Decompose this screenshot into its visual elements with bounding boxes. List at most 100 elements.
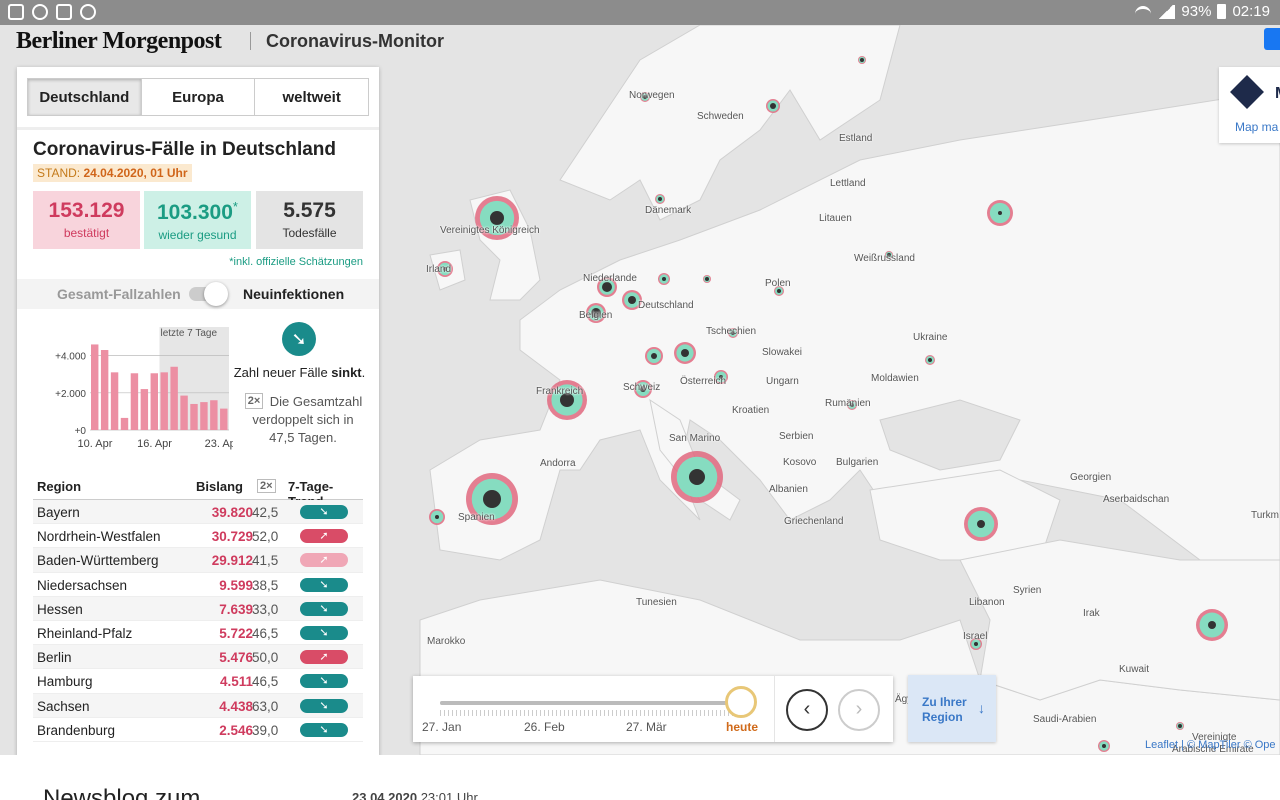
map-place-label: Niederlande bbox=[583, 273, 637, 284]
table-row[interactable]: Baden-Württemberg 29.912 41,5 ➚ bbox=[33, 548, 363, 573]
newsblog-date: 23.04.2020 23:01 Uhr bbox=[352, 790, 478, 800]
stand-prefix: STAND: bbox=[37, 166, 81, 180]
table-row[interactable]: Brandenburg 2.546 39,0 ➘ bbox=[33, 718, 363, 742]
map-place-label: Turkm bbox=[1251, 510, 1279, 521]
tab-europa[interactable]: Europa bbox=[142, 79, 256, 115]
region-table: Region Bislang 2× 7-Tage-Trend Bayern 39.… bbox=[33, 472, 363, 742]
chart-bar[interactable] bbox=[180, 395, 188, 430]
deaths-dot bbox=[658, 197, 662, 201]
arrow-down-icon: ↓ bbox=[978, 700, 985, 716]
newsblog-heading[interactable]: Newsblog zum bbox=[43, 785, 201, 800]
timeline-handle[interactable] bbox=[725, 686, 757, 718]
map-place-label: San Marino bbox=[669, 433, 721, 444]
stand-value: 24.04.2020, 01 Uhr bbox=[83, 166, 188, 180]
table-row[interactable]: Sachsen 4.438 63,0 ➘ bbox=[33, 693, 363, 718]
deaths-dot bbox=[850, 403, 854, 407]
row-value: 9.599 bbox=[219, 577, 253, 593]
toggle-label-new[interactable]: Neuinfektionen bbox=[243, 286, 345, 302]
wifi-icon bbox=[1135, 5, 1152, 18]
chart-bar[interactable] bbox=[91, 344, 99, 430]
map-place-label: Vereinigtes Königreich bbox=[440, 225, 540, 236]
table-row[interactable]: Bayern 39.820 42,5 ➘ bbox=[33, 500, 363, 525]
table-row[interactable]: Nordrhein-Westfalen 30.729 52,0 ➚ bbox=[33, 524, 363, 549]
map-place-label: Norwegen bbox=[629, 90, 675, 101]
map[interactable]: Norwegen Schweden Estland Lettland Dänemark L… bbox=[0, 25, 1280, 755]
chart-bar[interactable] bbox=[200, 402, 208, 430]
deaths-dot bbox=[689, 469, 705, 485]
recovered-value: 103.300 bbox=[157, 201, 233, 224]
map-place-label: Spanien bbox=[458, 512, 495, 523]
col-bislang[interactable]: Bislang bbox=[196, 479, 243, 494]
map-place-label: Aserbaidschan bbox=[1103, 494, 1170, 505]
deaths-label: Todesfälle bbox=[282, 226, 337, 240]
chart-bar[interactable] bbox=[100, 350, 109, 430]
tab-deutschland[interactable]: Deutschland bbox=[28, 79, 142, 115]
table-body: Bayern 39.820 42,5 ➘ Nordrhein-Westfalen 30.7… bbox=[33, 500, 363, 742]
trend-pill-icon: ➚ bbox=[300, 529, 348, 544]
table-row[interactable]: Hessen 7.639 33,0 ➘ bbox=[33, 596, 363, 621]
map-place-label: Österreich bbox=[680, 376, 727, 387]
map-place-label: Griechenland bbox=[784, 516, 844, 527]
table-header: Region Bislang 2× 7-Tage-Trend bbox=[33, 472, 363, 509]
chart-bar[interactable] bbox=[140, 389, 149, 430]
trend-pill-icon: ➘ bbox=[300, 625, 348, 640]
toggle-knob[interactable] bbox=[204, 282, 228, 306]
chart-bar[interactable] bbox=[110, 372, 119, 430]
map-attribution[interactable]: Leaflet | © MapTiler © Ope bbox=[1145, 739, 1276, 751]
chart-bar[interactable] bbox=[120, 417, 129, 430]
maptiler-logo[interactable]: M Map ma bbox=[1219, 67, 1280, 143]
row-region: Niedersachsen bbox=[37, 577, 128, 593]
chart-bar[interactable] bbox=[210, 400, 218, 430]
map-place-label: Weißrussland bbox=[854, 253, 915, 264]
row-value: 4.438 bbox=[219, 698, 253, 714]
chart-bar[interactable] bbox=[160, 372, 168, 430]
info-panel: Deutschland Europa weltweit Coronavirus-… bbox=[17, 67, 379, 757]
deaths-dot bbox=[777, 289, 781, 293]
map-place-label: Deutschland bbox=[638, 300, 694, 311]
map-place-label: Bulgarien bbox=[836, 457, 879, 468]
region-tabs: Deutschland Europa weltweit bbox=[27, 78, 369, 116]
row-region: Rheinland-Pfalz bbox=[37, 625, 133, 641]
col-double[interactable]: 2× bbox=[257, 479, 276, 493]
timeline-today: heute bbox=[726, 720, 759, 734]
timeline-label: 27. Jan bbox=[422, 720, 462, 734]
table-row[interactable]: Hamburg 4.511 46,5 ➘ bbox=[33, 669, 363, 694]
deaths-dot bbox=[928, 358, 932, 362]
to-your-region-button[interactable]: Zu Ihrer Region ↓ bbox=[908, 675, 996, 742]
map-place-label: Schweiz bbox=[623, 382, 661, 393]
map-place-label: Ungarn bbox=[766, 376, 799, 387]
deaths-dot bbox=[719, 375, 723, 379]
chart-bar[interactable] bbox=[130, 373, 139, 430]
trend-pill-icon: ➘ bbox=[300, 601, 348, 616]
battery-icon bbox=[1217, 4, 1227, 19]
chart-bar[interactable] bbox=[220, 408, 228, 430]
map-place-label: Kosovo bbox=[783, 457, 817, 468]
toggle-label-total[interactable]: Gesamt-Fallzahlen bbox=[57, 286, 181, 302]
battery-percent: 93% bbox=[1181, 3, 1212, 20]
tab-weltweit[interactable]: weltweit bbox=[282, 88, 341, 106]
table-row[interactable]: Niedersachsen 9.599 38,5 ➘ bbox=[33, 573, 363, 597]
previous-day-button[interactable]: ‹ bbox=[786, 689, 828, 731]
map-place-label: Ukraine bbox=[913, 332, 948, 343]
chart-bar[interactable] bbox=[170, 366, 178, 430]
chart-bar[interactable] bbox=[150, 373, 158, 430]
stand-badge: STAND: 24.04.2020, 01 Uhr bbox=[33, 164, 192, 182]
map-place-label: Polen bbox=[765, 278, 791, 289]
row-region: Hessen bbox=[37, 601, 83, 617]
recovered-card: 103.300* wieder gesund bbox=[144, 191, 251, 249]
table-row[interactable]: Rheinland-Pfalz 5.722 46,5 ➘ bbox=[33, 621, 363, 646]
row-region: Sachsen bbox=[37, 698, 90, 714]
row-value: 39.820 bbox=[211, 505, 253, 520]
map-place-label: Tschechien bbox=[706, 326, 757, 337]
next-day-button[interactable]: › bbox=[838, 689, 880, 731]
deaths-dot bbox=[483, 490, 501, 508]
map-place-label: Saudi-Arabien bbox=[1033, 714, 1097, 725]
table-row[interactable]: Berlin 5.476 50,0 ➚ bbox=[33, 645, 363, 670]
doubling-text: Die Gesamtzahl verdoppelt sich in 47,5 T… bbox=[252, 394, 363, 445]
share-tab[interactable] bbox=[1264, 28, 1280, 50]
chart-bar[interactable] bbox=[190, 403, 198, 430]
brand-logo[interactable]: Berliner Morgenpost bbox=[16, 28, 222, 54]
status-bar: 93% 02:19 bbox=[0, 0, 1280, 25]
col-region[interactable]: Region bbox=[37, 479, 82, 494]
mode-toggle-row: Gesamt-Fallzahlen Neuinfektionen bbox=[17, 279, 379, 309]
